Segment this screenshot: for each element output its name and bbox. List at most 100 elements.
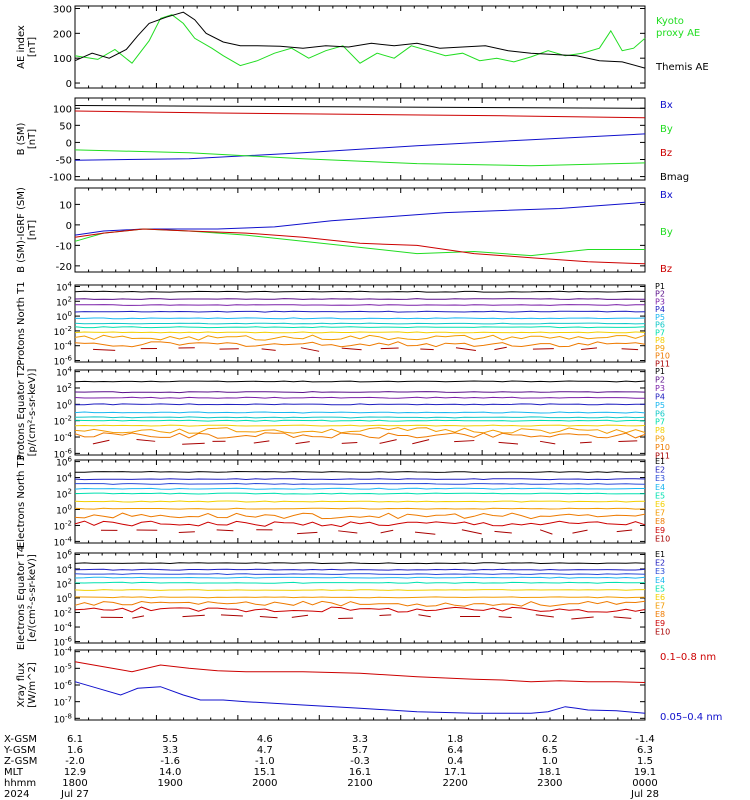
axis-column-value: 0.4 — [447, 756, 463, 767]
axis-column-value: 1.6 — [67, 745, 83, 756]
legend-entry: proxy AE — [656, 28, 700, 39]
channel-line — [182, 442, 205, 445]
channel-line — [92, 439, 110, 445]
y-tick-label: 10-2 — [54, 325, 72, 338]
legend-entry: E4 — [655, 483, 665, 492]
channel-line — [572, 529, 588, 534]
legend-entry: Bz — [660, 264, 672, 275]
channel-line — [535, 614, 554, 618]
channel-line — [579, 441, 592, 444]
axis-column-value: 2200 — [442, 778, 467, 789]
channel-line — [74, 310, 646, 313]
legend-entry: E6 — [655, 593, 665, 602]
legend-entry: P1 — [655, 282, 665, 291]
channel-line — [291, 614, 309, 618]
legend-entry: E8 — [655, 610, 665, 619]
channel-line — [75, 403, 645, 406]
y-tick-label: 0 — [66, 138, 72, 149]
legend-entry: E5 — [655, 584, 665, 593]
axis-column-value: -2.0 — [65, 756, 85, 767]
legend-entry: E7 — [655, 509, 665, 518]
channel-line — [74, 562, 646, 565]
channel-line — [74, 500, 646, 503]
y-tick-label: 10-4 — [54, 535, 73, 548]
y-tick-label: 104 — [56, 366, 72, 379]
legend-entry: E1 — [655, 457, 665, 466]
channel-line — [379, 614, 392, 617]
axis-label: [nT] — [27, 129, 38, 149]
channel-line — [74, 507, 646, 510]
channel-line — [261, 348, 276, 351]
channel-line — [420, 348, 434, 351]
axis-label: Electrons Equator T4 — [16, 546, 27, 650]
axis-column-value: 6.3 — [637, 745, 653, 756]
y-tick-label: 104 — [56, 280, 72, 293]
channel-line — [74, 411, 646, 414]
channel-line — [621, 348, 639, 351]
channel-line — [74, 520, 646, 528]
channel-line — [74, 427, 646, 434]
axis-column-value: 15.1 — [254, 767, 276, 778]
channel-line — [461, 529, 482, 535]
legend-entry: P6 — [655, 409, 665, 418]
y-tick-label: 100 — [53, 104, 72, 115]
axis-label: [p/(cm²-s-sr-keV)] — [27, 369, 38, 457]
channel-line — [74, 470, 646, 473]
axis-label: AE index — [16, 25, 27, 69]
legend-entry: P2 — [655, 375, 665, 384]
series-line — [74, 11, 646, 69]
panel-7 — [74, 552, 646, 644]
legend-entry: P10 — [655, 352, 670, 361]
y-tick-label: 200 — [53, 29, 72, 40]
axis-column-value: 2000 — [252, 778, 277, 789]
axis-column-value: 6.5 — [542, 745, 558, 756]
channel-line — [75, 482, 646, 485]
series-line — [74, 14, 646, 67]
y-tick-label: 10-4 — [54, 621, 73, 634]
axis-label: Protons Equator T2 — [16, 365, 27, 461]
panel-2 — [74, 97, 646, 181]
channel-line — [616, 529, 633, 533]
channel-line — [75, 317, 646, 320]
legend-entry: E6 — [655, 500, 665, 509]
channel-line — [132, 615, 145, 619]
channel-line — [220, 614, 243, 617]
axis-column-value: 6.1 — [67, 734, 83, 745]
y-tick-label: -20 — [56, 262, 72, 273]
legend-entry: 0.1–0.8 nm — [660, 652, 716, 663]
channel-line — [74, 341, 646, 348]
axis-label: Xray flux — [16, 663, 27, 708]
y-tick-label: 10 — [59, 200, 72, 211]
axis-label: Protons North T1 — [16, 281, 27, 365]
axis-column-value: 1900 — [157, 778, 182, 789]
channel-line — [74, 606, 646, 613]
channel-line — [613, 616, 632, 619]
legend-entry: P11 — [655, 359, 670, 368]
axis-label: B (SM)-IGRF (SM) — [16, 187, 27, 273]
axis-row-label: hhmm — [4, 778, 36, 789]
axis-column-value: 18.1 — [539, 767, 561, 778]
legend-entry: E7 — [655, 602, 665, 611]
channel-line — [539, 529, 553, 535]
y-tick-label: 100 — [56, 398, 72, 411]
y-tick-label: 0 — [66, 79, 72, 90]
legend-entry: P5 — [655, 313, 665, 322]
channel-line — [571, 616, 594, 620]
series-line — [74, 149, 646, 167]
panel-5 — [74, 369, 646, 456]
series-line — [74, 661, 646, 683]
legend-entry: P8 — [655, 336, 665, 345]
y-tick-label: 100 — [56, 592, 72, 605]
legend-entry: E10 — [655, 627, 670, 636]
y-tick-label: 10-7 — [54, 696, 72, 709]
legend-entry: Bx — [660, 100, 673, 111]
channel-line — [414, 531, 436, 535]
axis-label: [nT] — [27, 220, 38, 240]
channel-line — [341, 347, 362, 351]
axis-column-value: -1.4 — [635, 734, 655, 745]
axis-label: [W/m^2] — [27, 662, 38, 708]
axis-label: [nT] — [27, 37, 38, 57]
channel-line — [498, 616, 512, 618]
axis-column-value: 6.4 — [447, 745, 463, 756]
legend-entry: E3 — [655, 567, 665, 576]
